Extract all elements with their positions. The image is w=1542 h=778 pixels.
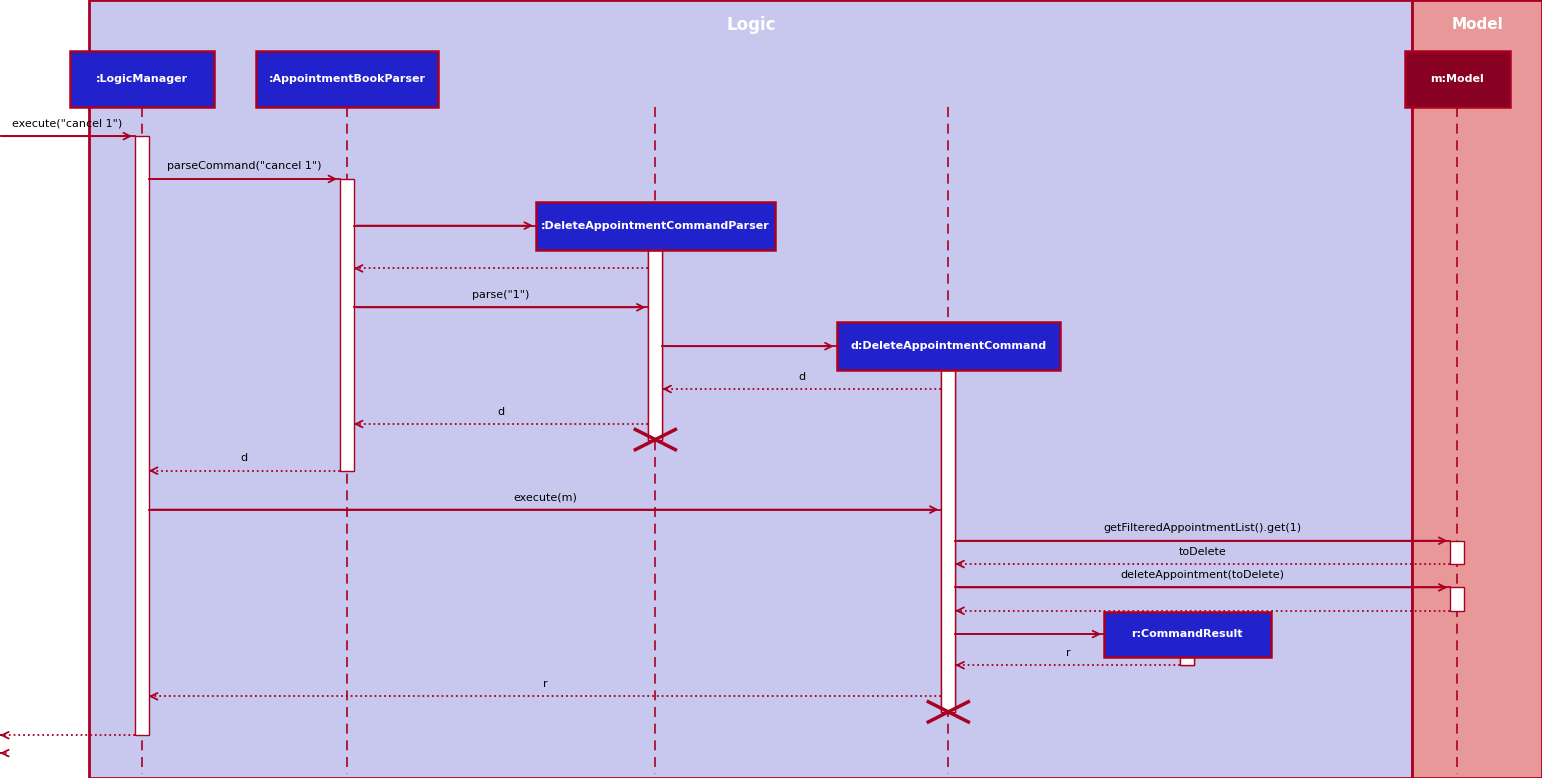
Bar — [648, 226, 663, 440]
Text: getFilteredAppointmentList().get(1): getFilteredAppointmentList().get(1) — [1104, 524, 1301, 533]
Text: d: d — [241, 454, 248, 463]
Text: :AppointmentBookParser: :AppointmentBookParser — [268, 74, 426, 83]
Text: m:Model: m:Model — [1431, 74, 1483, 83]
Bar — [1405, 51, 1510, 107]
Bar — [339, 179, 355, 471]
Text: :DeleteAppointmentCommandParser: :DeleteAppointmentCommandParser — [541, 221, 769, 230]
Text: r:CommandResult: r:CommandResult — [1132, 629, 1243, 639]
Bar — [941, 370, 956, 712]
Bar — [941, 346, 956, 712]
Text: toDelete: toDelete — [1180, 547, 1226, 556]
Bar — [1181, 657, 1194, 665]
Text: execute(m): execute(m) — [513, 492, 577, 502]
Text: d: d — [498, 407, 504, 416]
Text: deleteAppointment(toDelete): deleteAppointment(toDelete) — [1121, 570, 1284, 580]
Bar — [71, 51, 213, 107]
Bar — [1104, 612, 1271, 657]
Text: :LogicManager: :LogicManager — [96, 74, 188, 83]
Bar — [89, 0, 1412, 778]
Text: parse("1"): parse("1") — [472, 290, 530, 300]
Text: d:DeleteAppointmentCommand: d:DeleteAppointmentCommand — [850, 342, 1047, 351]
Text: r: r — [1066, 648, 1070, 657]
Text: Model: Model — [1451, 17, 1503, 33]
Text: parseCommand("cancel 1"): parseCommand("cancel 1") — [167, 162, 322, 171]
Text: Logic: Logic — [726, 16, 776, 34]
Bar — [648, 250, 663, 440]
Bar — [535, 202, 774, 250]
Bar — [1449, 541, 1463, 564]
Bar — [134, 136, 148, 735]
Bar — [836, 322, 1061, 370]
Bar — [256, 51, 438, 107]
Text: execute("cancel 1"): execute("cancel 1") — [12, 119, 122, 128]
Text: r: r — [543, 679, 547, 689]
Bar — [1412, 0, 1542, 778]
Text: d: d — [799, 372, 805, 381]
Bar — [1181, 634, 1194, 665]
Bar — [1449, 587, 1463, 611]
